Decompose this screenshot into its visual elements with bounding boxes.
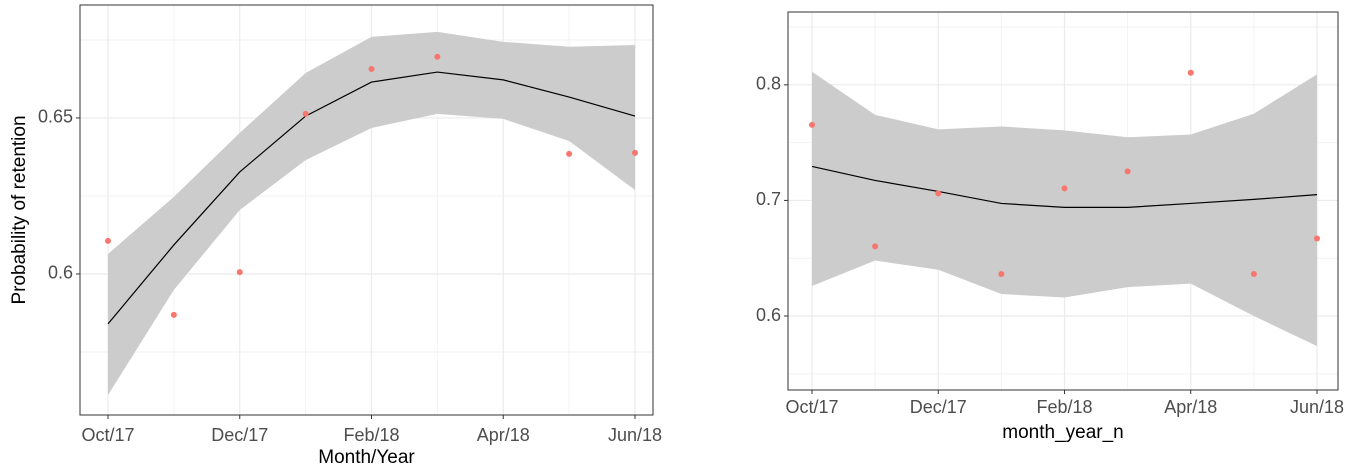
data-point	[1250, 270, 1257, 277]
y-tick-label: 0.65	[38, 107, 73, 127]
data-point	[434, 53, 441, 60]
confidence-band	[812, 71, 1317, 347]
x-tick-label: Apr/18	[1164, 397, 1217, 417]
data-point	[998, 270, 1005, 277]
x-tick-label: Feb/18	[1036, 397, 1092, 417]
x-tick-label: Oct/17	[785, 397, 838, 417]
fit-line	[107, 71, 636, 325]
data-point	[170, 311, 177, 318]
y-tick-label: 0.8	[756, 74, 781, 94]
data-point	[1124, 168, 1131, 175]
data-point	[236, 269, 243, 276]
x-tick-label: Feb/18	[343, 425, 399, 445]
y-axis-title: Probability of retention	[9, 115, 30, 304]
data-point	[302, 110, 309, 117]
x-axis-title: month_year_n	[1002, 422, 1123, 443]
data-point	[368, 65, 375, 72]
data-point	[1314, 235, 1320, 242]
x-tick-label: Apr/18	[477, 425, 530, 445]
data-point	[566, 150, 573, 157]
x-tick-label: Oct/17	[81, 425, 134, 445]
data-point	[872, 243, 879, 250]
fit-line	[811, 165, 1318, 208]
x-axis-title: Month/Year	[318, 447, 415, 468]
data-point	[1187, 69, 1194, 76]
x-tick-label: Dec/17	[211, 425, 268, 445]
confidence-band	[108, 31, 635, 396]
data-point	[105, 237, 111, 244]
data-point	[632, 149, 638, 156]
panel-border	[787, 11, 1339, 391]
x-tick-label: Dec/17	[910, 397, 967, 417]
data-point	[1061, 185, 1068, 192]
data-point	[935, 190, 942, 197]
x-tick-label: Jun/18	[1290, 397, 1344, 417]
data-point	[809, 121, 815, 128]
panel-border	[79, 4, 654, 416]
y-tick-label: 0.6	[48, 263, 73, 283]
y-tick-label: 0.7	[756, 189, 781, 209]
y-tick-label: 0.6	[756, 305, 781, 325]
x-tick-label: Jun/18	[608, 425, 662, 445]
